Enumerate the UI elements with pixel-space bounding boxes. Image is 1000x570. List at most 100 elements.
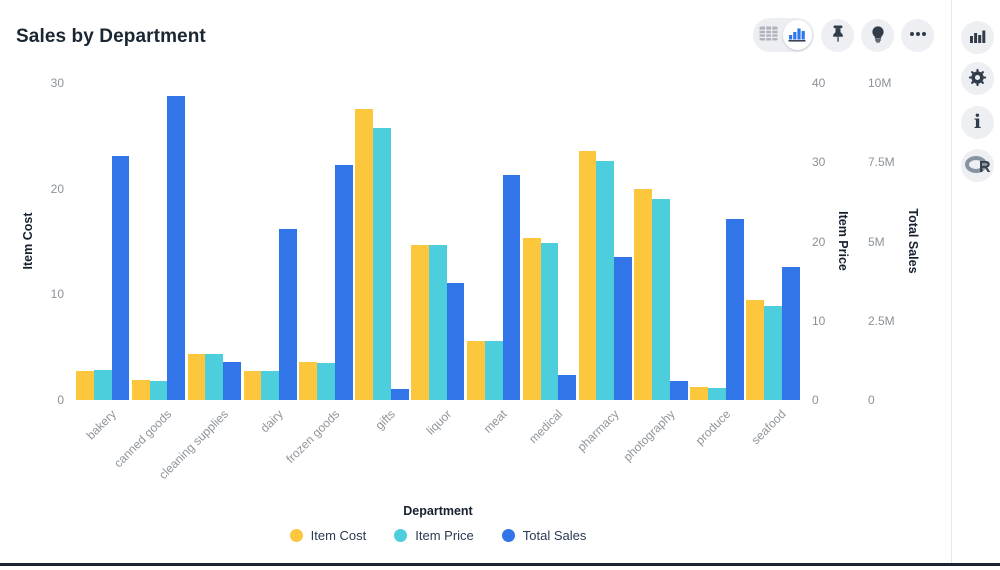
axis-tick-label: 20 — [812, 234, 826, 249]
bar-item-price[interactable] — [149, 380, 168, 400]
table-view-button[interactable] — [755, 20, 783, 50]
bar-item-price[interactable] — [596, 160, 615, 400]
bar-item-cost[interactable] — [634, 188, 653, 400]
legend-item-item-price[interactable]: Item Price — [394, 528, 474, 543]
bar-chart-icon — [969, 28, 987, 47]
insights-button[interactable] — [861, 18, 894, 52]
legend-dot — [394, 529, 408, 542]
right-sidebar: i R — [951, 0, 1000, 563]
bar-item-price[interactable] — [373, 128, 391, 400]
axis-tick-label: 0 — [812, 393, 819, 407]
view-toggle — [753, 18, 814, 52]
x-axis-category-label: gifts — [372, 407, 399, 433]
bar-item-cost[interactable] — [355, 109, 374, 400]
x-axis-category-label: meat — [480, 407, 510, 436]
bar-item-price[interactable] — [763, 305, 782, 400]
axis-tick-label: 30 — [50, 76, 64, 90]
axis-tick-label: 7.5M — [868, 155, 895, 170]
axis-tick-label: 5M — [868, 234, 885, 249]
axis-tick-label: 10M — [868, 76, 892, 90]
bar-item-cost[interactable] — [187, 353, 206, 400]
bar-item-cost[interactable] — [522, 238, 541, 400]
legend-label: Item Price — [415, 528, 474, 543]
bar-item-cost[interactable] — [690, 387, 709, 400]
more-options-button[interactable] — [901, 18, 934, 52]
x-axis-category-label: liquor — [423, 407, 454, 438]
bottom-edge-divider — [0, 563, 1000, 566]
bar-item-cost[interactable] — [76, 371, 94, 400]
bar-total-sales[interactable] — [223, 361, 242, 400]
y-axis-title-item-cost: Item Cost — [21, 212, 35, 270]
x-axis-title: Department — [403, 504, 473, 518]
bar-item-price[interactable] — [261, 371, 280, 400]
bar-item-cost[interactable] — [578, 150, 597, 400]
bar-item-price[interactable] — [428, 245, 447, 400]
bar-item-cost[interactable] — [243, 371, 262, 400]
bar-item-price[interactable] — [205, 354, 224, 400]
bar-total-sales[interactable] — [390, 388, 409, 400]
axis-tick-label: 20 — [50, 181, 64, 196]
gear-icon — [967, 67, 988, 91]
legend-item-total-sales[interactable]: Total Sales — [501, 528, 587, 543]
axis-tick-label: 0 — [57, 393, 64, 407]
bar-item-price[interactable] — [708, 388, 726, 400]
bar-total-sales[interactable] — [111, 155, 130, 400]
bar-total-sales[interactable] — [558, 374, 577, 400]
bar-total-sales[interactable] — [446, 282, 465, 400]
chart-toolbar — [753, 18, 934, 52]
x-axis-category-label: photography — [620, 407, 678, 465]
sidebar-chart-button[interactable] — [961, 21, 994, 54]
bar-item-price[interactable] — [317, 362, 335, 400]
chart-legend: Item Cost Item Price Total Sales — [75, 528, 801, 543]
pin-icon — [828, 24, 848, 47]
bar-item-price[interactable] — [484, 341, 503, 400]
page-title: Sales by Department — [16, 26, 206, 47]
x-axis-category-label: canned goods — [111, 407, 175, 471]
lightbulb-icon — [868, 24, 888, 47]
bar-total-sales[interactable] — [725, 219, 744, 400]
bar-chart-icon — [788, 26, 806, 45]
axis-tick-label: 10 — [812, 313, 826, 328]
bar-item-cost[interactable] — [131, 379, 150, 400]
info-icon: i — [973, 111, 982, 133]
legend-dot — [501, 529, 515, 542]
x-axis-category-label: frozen goods — [283, 407, 343, 466]
x-axis-category-label: medical — [526, 407, 566, 447]
bar-item-cost[interactable] — [411, 244, 429, 400]
x-axis-category-label: dairy — [258, 407, 287, 436]
x-axis-category-label: produce — [692, 407, 734, 448]
r-logo-button[interactable]: R — [961, 149, 994, 182]
bar-item-price[interactable] — [540, 243, 559, 400]
bar-total-sales[interactable] — [167, 95, 186, 400]
y-axis-title-total-sales: Total Sales — [906, 208, 920, 274]
axis-tick-label: 40 — [812, 76, 826, 90]
r-logo-icon: R — [964, 155, 991, 177]
x-axis-category-label: seafood — [748, 407, 789, 448]
axis-tick-label: 2.5M — [868, 313, 895, 328]
bar-item-cost[interactable] — [299, 361, 318, 400]
bar-total-sales[interactable] — [279, 228, 297, 400]
legend-label: Item Cost — [310, 528, 367, 543]
bar-total-sales[interactable] — [670, 380, 688, 400]
axis-tick-label: 0 — [868, 393, 875, 407]
bar-item-cost[interactable] — [466, 340, 485, 400]
bar-item-price[interactable] — [652, 198, 671, 400]
pin-button[interactable] — [821, 18, 854, 52]
legend-label: Total Sales — [522, 528, 587, 543]
settings-button[interactable] — [961, 62, 994, 95]
chart-view-button[interactable] — [782, 20, 812, 50]
bar-item-price[interactable] — [93, 369, 112, 400]
legend-item-item-cost[interactable]: Item Cost — [289, 528, 367, 543]
bar-total-sales[interactable] — [502, 174, 521, 400]
ellipsis-icon — [908, 24, 928, 47]
axis-tick-label: 30 — [812, 155, 826, 170]
bar-total-sales[interactable] — [781, 266, 800, 400]
info-button[interactable]: i — [961, 106, 994, 139]
y-axis-title-item-price: Item Price — [836, 211, 850, 271]
legend-dot — [289, 529, 303, 542]
bar-total-sales[interactable] — [614, 257, 632, 400]
bar-item-cost[interactable] — [746, 299, 764, 400]
bar-total-sales[interactable] — [334, 165, 353, 400]
